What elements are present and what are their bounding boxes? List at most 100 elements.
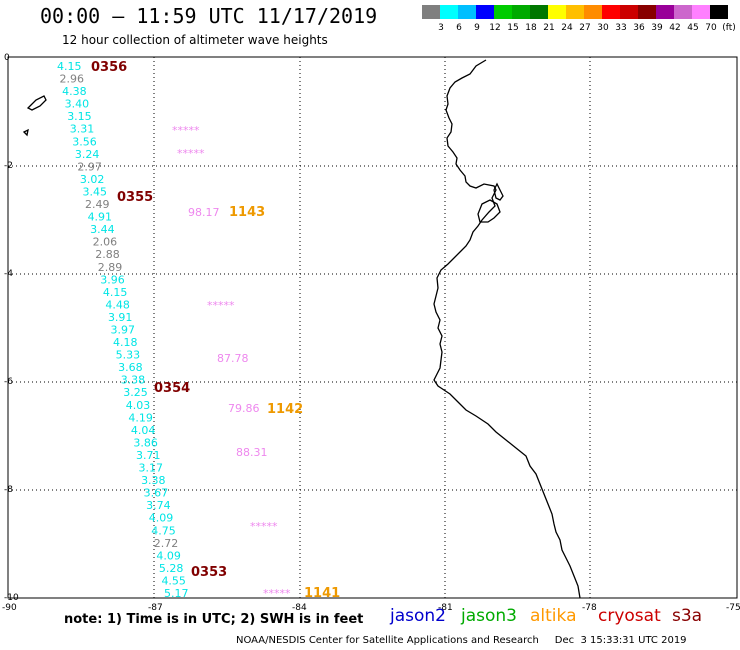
x-tick-label: -78 [582,603,597,613]
legend-swatch [476,5,494,19]
wave-height-value: 3.31 [70,123,95,136]
coastline [22,59,581,599]
pass-time-label: 0353 [191,565,227,580]
pass-time-label: 0354 [154,381,190,396]
wave-height-value: 2.97 [77,160,102,173]
satellite-jason2: jason2 [390,606,446,626]
legend-label: 21 [543,23,555,33]
wave-height-value: 4.38 [62,85,87,98]
wave-height-value: 3.96 [100,273,125,286]
wave-height-value: 5.28 [159,562,184,575]
wave-height-value: 3.91 [108,311,133,324]
x-tick-label: -84 [292,603,307,613]
wave-height-value: 88.31 [236,446,268,459]
wave-height-value: 2.88 [95,248,120,261]
legend-swatch [692,5,710,19]
wave-height-value: ***** [172,124,200,137]
legend-label: 45 [687,23,699,33]
wave-height-value: 3.74 [146,499,171,512]
wave-height-value: 3.86 [133,436,158,449]
satellite-s3a: s3a [672,606,703,626]
wave-height-value: ***** [207,299,235,312]
x-tick-label: -75 [726,603,740,613]
footer-note: note: 1) Time is in UTC; 2) SWH is in fe… [64,612,364,627]
legend-swatch [458,5,476,19]
legend-label: 3 [438,23,444,33]
wave-height-value: 3.68 [118,361,142,374]
page-subtitle: 12 hour collection of altimeter wave hei… [62,33,328,47]
wave-height-value: 3.24 [75,148,100,161]
x-tick-label: -87 [148,603,163,613]
legend-swatch [638,5,656,19]
pass-time-label: 0355 [117,190,153,205]
pass-time-label: 1142 [267,402,303,417]
legend-swatch [584,5,602,19]
map-grid [8,57,737,598]
wave-height-value: 3.38 [121,374,146,387]
pass-time-label: 1141 [304,586,340,601]
pass-time-label: 0356 [91,60,127,75]
legend-label: 9 [474,23,480,33]
wave-height-value: 4.03 [126,399,150,412]
wave-height-value: 3.56 [72,135,97,148]
wave-height-value: 2.89 [98,261,123,274]
legend-label: 33 [615,23,627,33]
wave-height-value: 4.09 [149,512,174,525]
wave-height-value: ***** [177,147,205,160]
wave-height-value: 98.17 [188,206,220,219]
legend-label: 27 [579,23,591,33]
x-tick-label: -90 [2,603,17,613]
wave-height-value: 3.02 [80,173,105,186]
wave-height-value: 4.18 [113,336,138,349]
legend-label: 36 [633,23,645,33]
wave-height-value: 2.72 [154,537,179,550]
wave-height-value: 2.06 [93,236,118,249]
legend-label: 30 [597,23,609,33]
wave-height-value: 4.15 [57,60,82,73]
wave-height-value: 2.49 [85,198,110,211]
y-tick-label: 0 [4,53,10,63]
wave-height-value: ***** [263,587,291,600]
wave-height-value: 4.91 [88,211,113,224]
wave-height-value: 3.17 [139,462,164,475]
legend-swatch [710,5,728,19]
legend-label: 24 [561,23,573,33]
legend-swatch [440,5,458,19]
y-tick-label: -10 [4,593,19,603]
wave-height-value: 5.17 [164,587,189,600]
map-frame [7,56,738,599]
x-tick-label: -81 [438,603,453,613]
wave-height-value: 5.33 [116,349,141,362]
legend-label: 39 [651,23,663,33]
page-title: 00:00 — 11:59 UTC 11/17/2019 [40,4,378,28]
legend-swatch [602,5,620,19]
legend-swatch [566,5,584,19]
wave-height-value: 4.48 [105,298,129,311]
legend-swatch [620,5,638,19]
y-tick-label: -2 [4,161,13,171]
satellite-cryosat: cryosat [598,606,661,626]
legend-swatch [656,5,674,19]
footer-credit: NOAA/NESDIS Center for Satellite Applica… [236,635,687,646]
wave-height-value: 4.55 [161,574,186,587]
legend-unit: (ft) [722,23,736,33]
wave-height-value: 3.71 [136,449,161,462]
legend-label: 15 [507,23,519,33]
legend-swatch [548,5,566,19]
wave-height-value: 3.40 [65,98,90,111]
satellite-jason3: jason3 [461,606,517,626]
wave-height-value: 2.96 [60,73,85,86]
y-tick-label: -8 [4,485,13,495]
legend-swatch [494,5,512,19]
legend-label: 42 [669,23,681,33]
legend-label: 70 [705,23,717,33]
wave-height-value: ***** [250,520,278,533]
legend-swatch [422,5,440,19]
wave-height-value: 3.67 [144,487,169,500]
wave-height-value: 3.44 [90,223,115,236]
wave-height-value: 4.09 [156,549,181,562]
wave-height-value: 4.75 [151,524,176,537]
y-tick-label: -4 [4,269,13,279]
legend-swatch [530,5,548,19]
